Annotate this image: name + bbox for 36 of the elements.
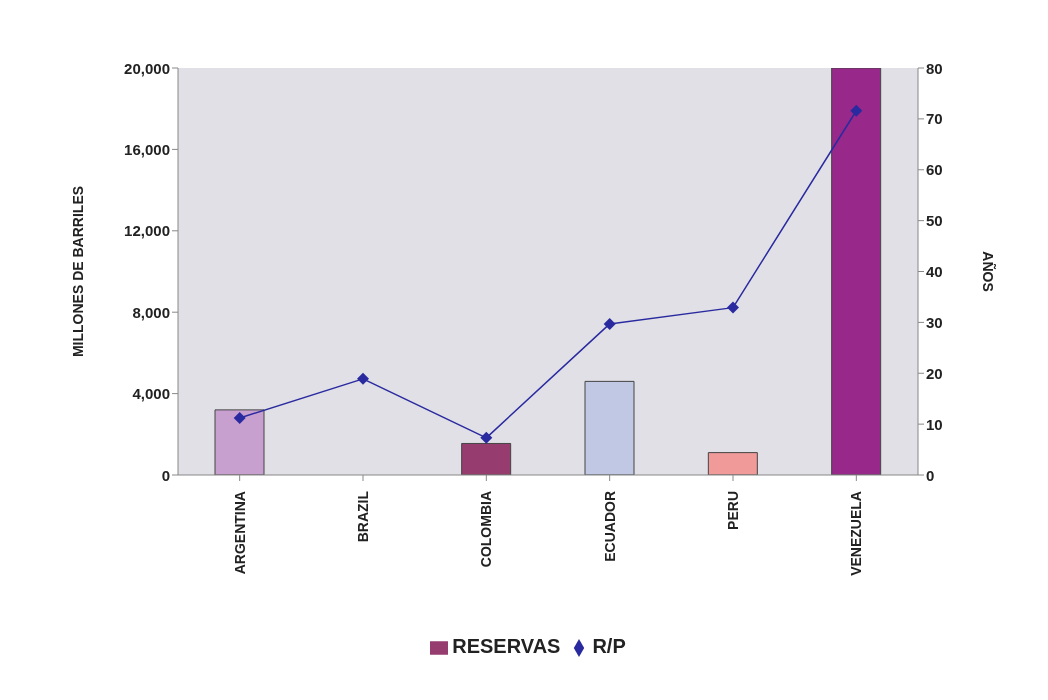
x-tick-label: COLOMBIA xyxy=(478,491,495,568)
x-tick-label: VENEZUELA xyxy=(848,491,865,576)
y-axis-title: MILLONES DE BARRILES xyxy=(69,185,86,358)
point xyxy=(727,301,739,314)
point xyxy=(850,104,863,117)
y2-tick-label: 80 xyxy=(926,59,943,77)
bar xyxy=(831,68,882,475)
y-tick-label: 12,000 xyxy=(124,222,170,240)
y-tick-label: 8,000 xyxy=(132,303,170,321)
bar xyxy=(584,380,635,475)
bar xyxy=(461,442,512,475)
y2-tick-label: 60 xyxy=(926,161,943,179)
y-tick-label: 0 xyxy=(161,466,170,484)
y2-tick-label: 10 xyxy=(926,415,943,433)
y2-tick-label: 30 xyxy=(926,313,943,331)
legend-label: RESERVAS xyxy=(452,635,561,657)
y2-axis-title: AÑOS xyxy=(980,251,998,292)
x-tick-label: BRAZIL xyxy=(355,490,371,543)
x-tick-label: ARGENTINA xyxy=(231,491,248,575)
point xyxy=(233,412,246,425)
y-tick-label: 16,000 xyxy=(124,140,170,158)
y2-tick-label: 0 xyxy=(926,466,935,484)
y2-tick-label: 40 xyxy=(926,263,943,280)
legend-label: R/P xyxy=(592,635,626,657)
x-tick-label: PERU xyxy=(725,491,741,530)
bar xyxy=(214,409,265,475)
y2-tick-label: 70 xyxy=(926,110,943,128)
y-tick-label: 20,000 xyxy=(124,59,170,77)
point xyxy=(357,372,369,385)
bar xyxy=(707,452,758,475)
y2-tick-label: 50 xyxy=(926,212,943,230)
point xyxy=(603,317,616,330)
y-tick-label: 4,000 xyxy=(132,385,170,403)
y2-tick-label: 20 xyxy=(926,364,943,382)
point xyxy=(480,431,493,444)
x-tick-label: ECUADOR xyxy=(601,491,618,562)
